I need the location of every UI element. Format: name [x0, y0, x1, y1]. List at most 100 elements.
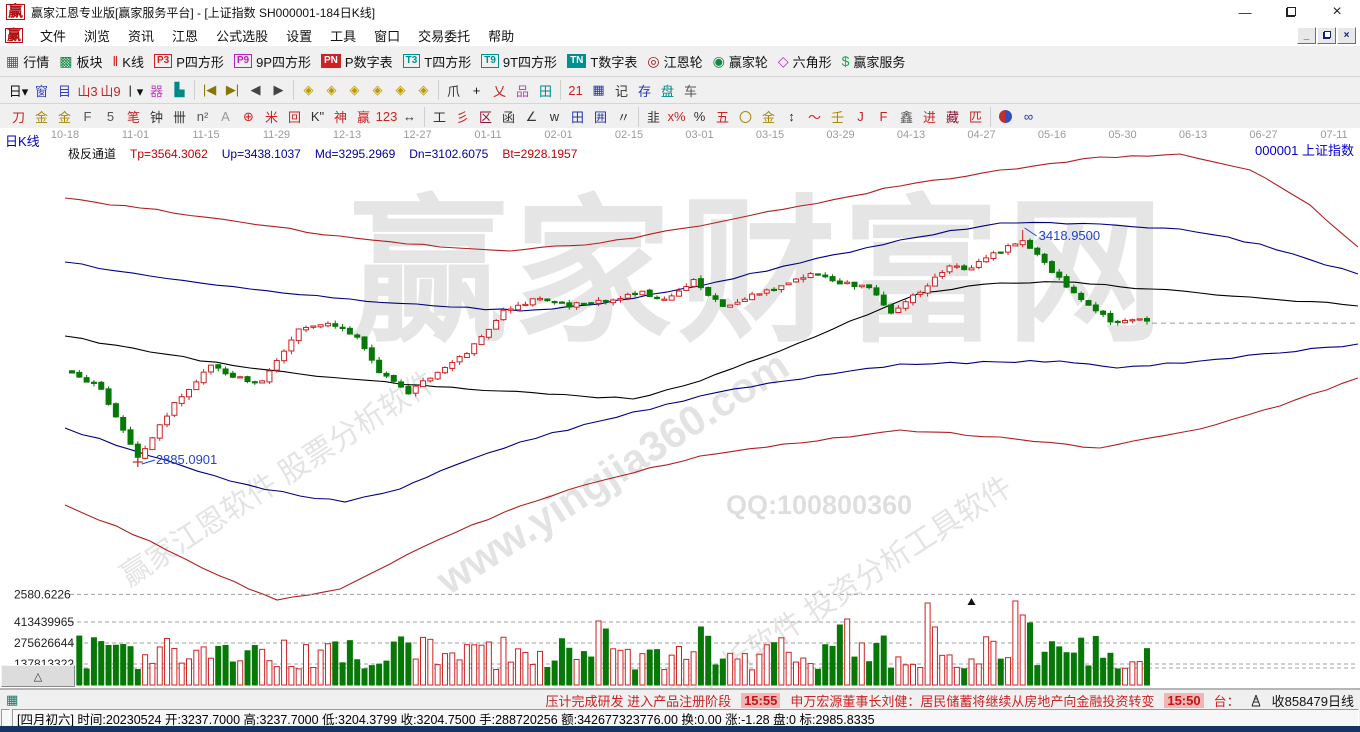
region-dark-icon[interactable]: 区 [478, 110, 492, 125]
jin-line-icon[interactable]: 进 [922, 110, 936, 125]
diamond-left-icon[interactable]: ◈ [303, 82, 314, 97]
ticker-news-1[interactable]: 压计完成研发 进入产品注册阶段 [545, 693, 732, 709]
volume-panel-toggle-button[interactable]: △ [1, 665, 75, 687]
a-angle-icon[interactable]: A [221, 109, 230, 124]
diamond-right-icon[interactable]: ◈ [326, 82, 337, 97]
pattern-window-icon[interactable]: 窗 [34, 83, 48, 99]
k-note-icon[interactable]: K" [310, 109, 325, 124]
h-span-icon[interactable]: ↔ [403, 109, 416, 124]
trend-angle-icon[interactable]: ∠ [525, 108, 538, 124]
five-gate-icon[interactable]: 5 [106, 109, 115, 124]
goto-first-icon[interactable]: |◀ [202, 82, 217, 97]
goto-last-icon[interactable]: ▶| [225, 82, 240, 97]
grid-marker-icon[interactable]: 回 [287, 110, 301, 125]
menu-item-3[interactable]: 资讯 [128, 28, 155, 44]
star-marker-icon[interactable]: 米 [264, 110, 278, 125]
chart-3-icon[interactable]: 山3 [77, 83, 98, 99]
i-beam-icon[interactable]: 工 [432, 110, 446, 125]
xin-line-icon[interactable]: 鑫 [899, 110, 913, 125]
close-button[interactable]: × [1332, 3, 1342, 20]
diamond-hshrink-icon[interactable]: ◈ [349, 82, 360, 97]
menu-item-8[interactable]: 窗口 [374, 28, 401, 44]
toolbar-button-10[interactable]: ◎ 江恩轮 [647, 52, 702, 71]
infinity-icon[interactable]: ∞ [1023, 109, 1034, 124]
knife-tool-icon[interactable]: 刀 [11, 110, 25, 125]
gold-five-icon[interactable]: 五 [715, 110, 729, 125]
gold-egg-icon[interactable]: 〇 [738, 110, 752, 125]
n2-gate-icon[interactable]: n² [196, 109, 209, 124]
restore-button[interactable] [1268, 0, 1314, 24]
toolbar-button-12[interactable]: ◇ 六角形 [778, 52, 832, 71]
toolbar-button-6[interactable]: PN P数字表 [321, 52, 393, 71]
crosshair-icon[interactable]: + [472, 82, 481, 98]
cang-line-icon[interactable]: 藏 [945, 110, 959, 125]
grid-123-icon[interactable]: 123 [375, 109, 398, 124]
minimize-button[interactable]: — [1238, 4, 1252, 20]
page-right-icon[interactable]: ▶ [273, 82, 284, 97]
f-line-icon[interactable]: F [879, 109, 888, 124]
gann-clock-icon[interactable]: 钟 [149, 110, 163, 125]
menu-item-1[interactable]: 文件 [40, 28, 67, 44]
toolbar-button-4[interactable]: P3 P四方形 [153, 52, 224, 71]
chart-area[interactable]: 日K线 10-18 11-01 11-15 11-29 12-13 12-27 01-11 0… [0, 128, 1360, 688]
delete-draw-icon[interactable]: 乂 [492, 83, 506, 99]
calendar-icon[interactable]: 21 [568, 82, 583, 98]
percent-zone-icon[interactable]: x% [667, 109, 686, 124]
blocks-tool-icon[interactable]: 品 [515, 83, 529, 99]
grid-a-icon[interactable]: 田 [570, 110, 584, 125]
ticker-news-7[interactable]: 收858479日线 [1271, 693, 1354, 709]
disk-export-icon[interactable]: 盘 [660, 83, 674, 99]
shen-tool-icon[interactable]: 神 [333, 110, 347, 125]
ray-fan-icon[interactable]: 彡 [455, 110, 469, 125]
menu-item-5[interactable]: 公式选股 [216, 28, 269, 44]
mdi-restore-button[interactable] [1317, 26, 1336, 44]
data-truck-icon[interactable]: 车 [683, 83, 697, 99]
zigzag-icon[interactable]: w [549, 109, 560, 124]
calculator-icon[interactable]: ▦ [592, 82, 605, 97]
toolbar-button-7[interactable]: T3 T四方形 [402, 52, 471, 71]
toolbar-button-13[interactable]: $ 赢家服务 [842, 52, 906, 71]
toolbar-button-3[interactable]: ‖ K线 [113, 52, 144, 71]
ying-tool-icon[interactable]: 赢 [356, 110, 370, 125]
toolbar-button-5[interactable]: P9 9P四方形 [233, 52, 311, 71]
toolbar-button-11[interactable]: ◉ 赢家轮 [713, 52, 768, 71]
ticker-news-3[interactable]: 申万宏源董事长刘健：居民储蓄将继续从房地产向金融投资转变 [790, 693, 1155, 709]
gold-lines-icon[interactable]: 金 [761, 110, 775, 125]
parallel-icon[interactable]: 〃 [616, 110, 630, 125]
color-chart-icon[interactable]: ▙ [174, 82, 185, 97]
info-doc-icon[interactable]: 目 [57, 83, 71, 99]
page-left-icon[interactable]: ◀ [250, 82, 261, 97]
comb-gate-icon[interactable]: 卌 [172, 110, 186, 125]
memo-icon[interactable]: 记 [614, 83, 628, 99]
menu-item-6[interactable]: 设置 [286, 28, 313, 44]
net-tool-icon[interactable]: 田 [538, 83, 552, 99]
pi-line-icon[interactable]: 匹 [968, 110, 982, 125]
drag-hand-icon[interactable]: 爪 [446, 83, 460, 99]
diamond-hexpand-icon[interactable]: ◈ [372, 82, 383, 97]
cycle-wave-icon[interactable]: ～ [807, 110, 821, 125]
toolbar-button-2[interactable]: ▩ 板块 [59, 52, 102, 71]
diamond-full-icon[interactable]: ◈ [418, 82, 429, 97]
diamond-expand-icon[interactable]: ◈ [395, 82, 406, 97]
target-marker-icon[interactable]: ⊕ [243, 108, 254, 124]
toolbar-button-8[interactable]: T9 9T四方形 [481, 52, 557, 71]
menu-item-10[interactable]: 帮助 [488, 28, 515, 44]
period-day-dropdown-icon[interactable]: 日▾ [8, 83, 29, 99]
j-line-icon[interactable]: J [857, 109, 864, 124]
gold-gate-1-icon[interactable]: 金 [34, 110, 48, 125]
gann-bars-icon[interactable]: 韭 [646, 110, 660, 125]
gold-gate-2-icon[interactable]: 金 [57, 110, 71, 125]
menu-item-4[interactable]: 江恩 [172, 28, 199, 44]
pen-tool-icon[interactable]: 笔 [126, 110, 140, 125]
chart-9-icon[interactable]: 山9 [100, 83, 121, 99]
menu-item-9[interactable]: 交易委托 [418, 28, 471, 44]
percent-icon[interactable]: % [693, 109, 706, 124]
candlestick-chart[interactable]: 2580.62264134399652756266441378133223418… [0, 128, 1360, 688]
candle-style-dropdown-icon[interactable]: 〡▾ [123, 83, 144, 99]
mdi-close-button[interactable]: × [1337, 26, 1356, 44]
toolbar-button-9[interactable]: TN T数字表 [567, 52, 637, 71]
f-gate-icon[interactable]: F [83, 109, 92, 124]
ticker-news-5[interactable]: 台： [1213, 693, 1240, 709]
menu-item-2[interactable]: 浏览 [84, 28, 111, 44]
region-2-icon[interactable]: 函 [501, 110, 515, 125]
